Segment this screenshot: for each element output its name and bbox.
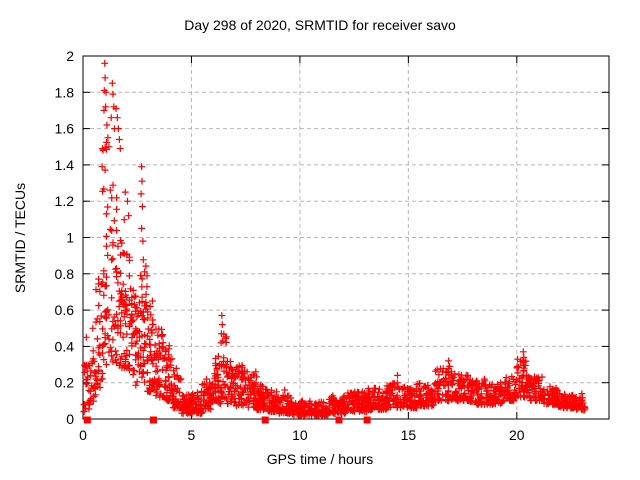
x-tick-labels: 0 5 10 15 20 <box>79 427 525 443</box>
flag-square-marker <box>261 416 269 424</box>
x-axis-label: GPS time / hours <box>267 451 374 467</box>
grid-lines <box>83 56 609 419</box>
flag-square-marker <box>335 416 343 424</box>
chart-title: Day 298 of 2020, SRMTID for receiver sav… <box>184 17 456 33</box>
plot-border <box>82 55 610 420</box>
flag-square-marker <box>149 416 157 424</box>
y-tick-labels: 0 0.2 0.4 0.6 0.8 1 1.2 1.4 1.6 1.8 2 <box>55 48 75 427</box>
y-tick-label: 1.2 <box>55 193 75 209</box>
flag-square-marker <box>363 416 371 424</box>
x-tick-label: 5 <box>188 427 196 443</box>
x-tick-label: 0 <box>79 427 87 443</box>
y-tick-label: 0.8 <box>55 266 75 282</box>
y-tick-label: 1.8 <box>55 84 75 100</box>
y-tick-label: 0 <box>66 411 74 427</box>
y-tick-label: 2 <box>66 48 74 64</box>
flag-square-marker <box>83 416 91 424</box>
x-tick-label: 20 <box>509 427 525 443</box>
y-tick-label: 0.2 <box>55 375 75 391</box>
axis-ticks <box>82 55 609 420</box>
y-tick-label: 0.4 <box>55 338 75 354</box>
y-tick-label: 1 <box>66 230 74 246</box>
y-tick-label: 1.4 <box>55 157 75 173</box>
y-tick-label: 1.6 <box>55 121 75 137</box>
scatter-points <box>80 59 589 419</box>
x-tick-label: 15 <box>401 427 417 443</box>
y-tick-label: 0.6 <box>55 302 75 318</box>
y-axis-label: SRMTID / TECUs <box>12 183 28 293</box>
flag-squares <box>83 416 371 424</box>
x-tick-label: 10 <box>292 427 308 443</box>
